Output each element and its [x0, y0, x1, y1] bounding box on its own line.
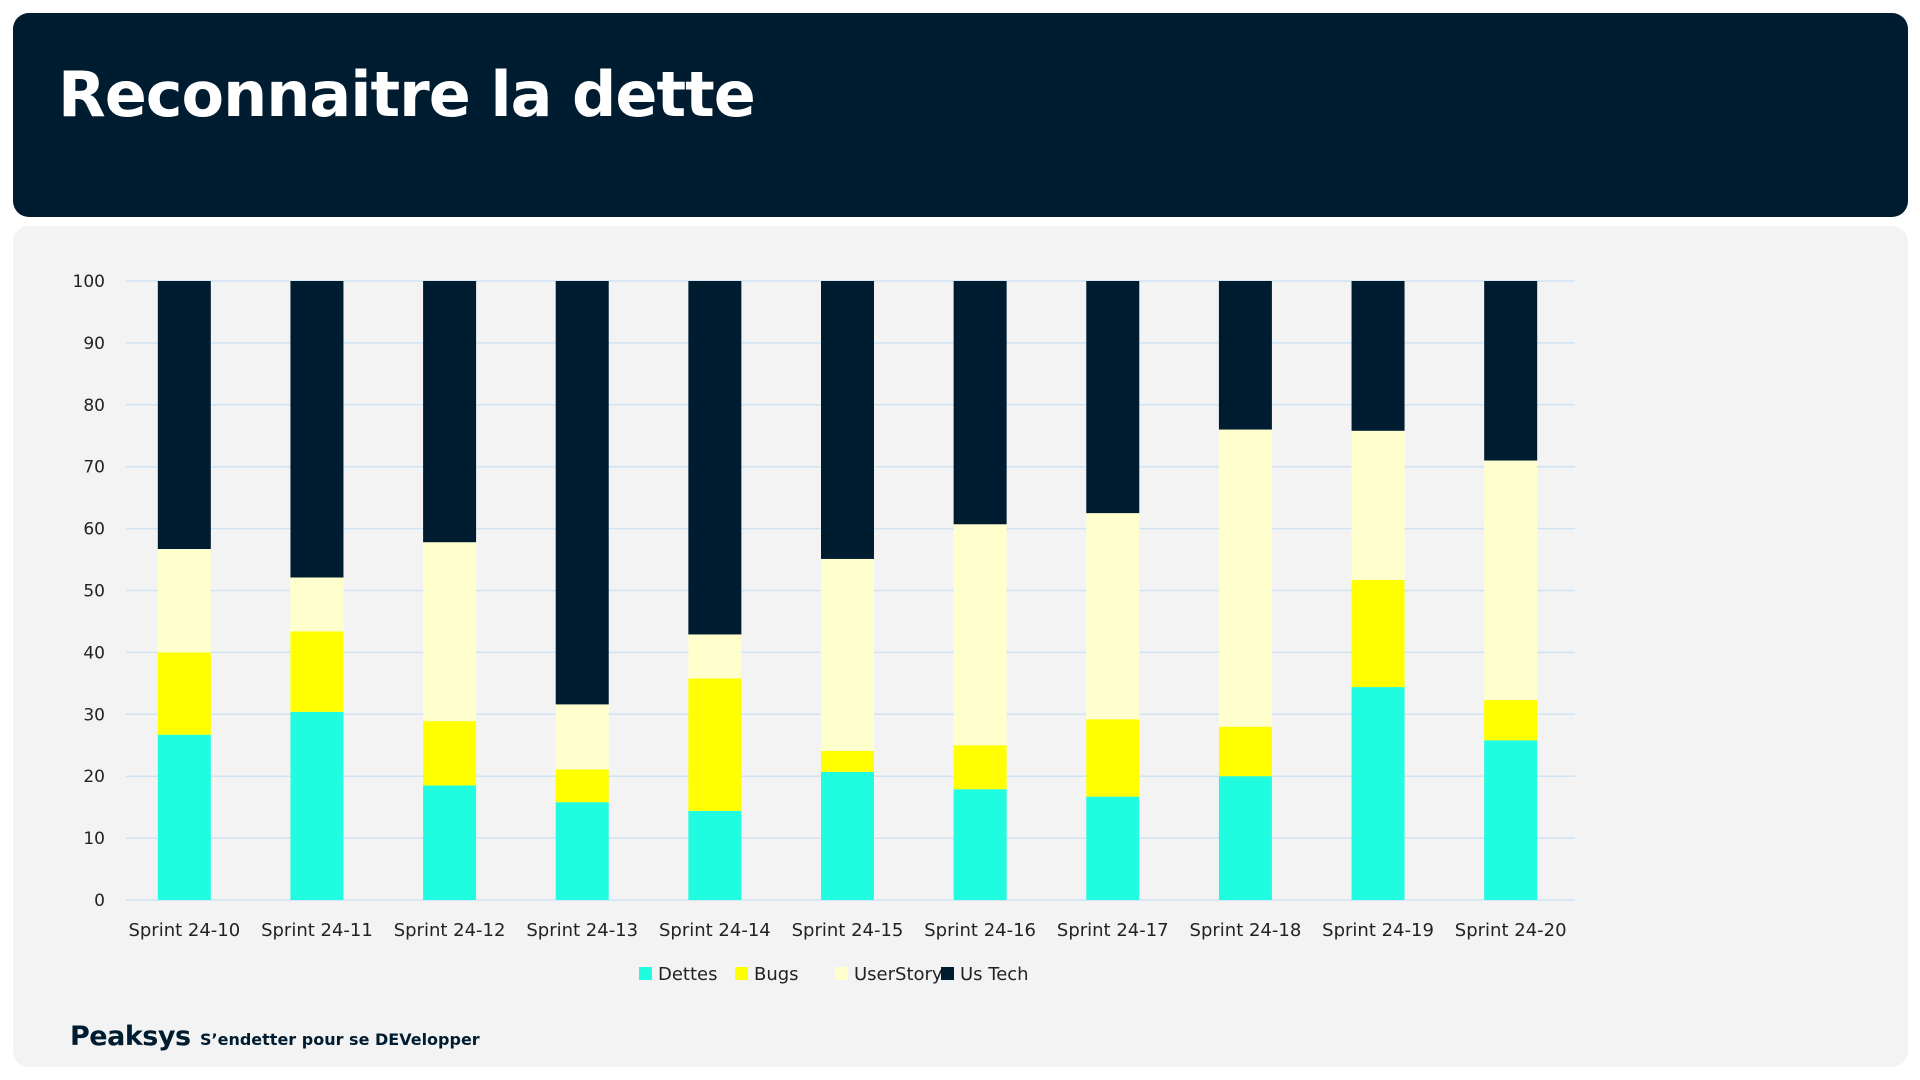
- bar-segment-userstory: [290, 577, 344, 632]
- y-tick-label: 70: [83, 458, 105, 478]
- bar-segment-userstory: [953, 524, 1007, 746]
- bar-segment-userstory: [1218, 429, 1272, 727]
- bar-segment-dettes: [290, 711, 344, 900]
- bar-segment-bugs: [290, 631, 344, 712]
- bar-segment-dettes: [423, 785, 477, 900]
- y-tick-label: 90: [83, 334, 105, 354]
- y-tick-label: 40: [83, 643, 105, 663]
- bar-segment-userstory: [157, 549, 211, 653]
- y-tick-label: 50: [83, 582, 105, 602]
- x-tick-label: Sprint 24-15: [792, 920, 904, 941]
- page-title: Reconnaitre la dette: [58, 58, 756, 131]
- legend-swatch-bugs: [735, 967, 748, 980]
- footer-tagline: S’endetter pour se DEVelopper: [200, 1030, 480, 1049]
- title-banner: [13, 13, 1908, 217]
- x-tick-label: Sprint 24-11: [261, 920, 373, 941]
- bar-segment-us-tech: [953, 281, 1007, 525]
- bar-segment-dettes: [953, 789, 1007, 900]
- bar-segment-bugs: [1484, 700, 1538, 741]
- bar-segment-us-tech: [423, 281, 477, 543]
- bar-segment-userstory: [423, 542, 477, 722]
- bar-segment-dettes: [1218, 776, 1272, 900]
- bar-segment-us-tech: [1086, 281, 1140, 514]
- legend-label: Us Tech: [960, 964, 1029, 985]
- bar-segment-dettes: [688, 810, 742, 900]
- bar-segment-us-tech: [1351, 281, 1405, 431]
- y-tick-label: 60: [83, 520, 105, 540]
- legend-swatch-userstory: [835, 967, 848, 980]
- x-tick-label: Sprint 24-14: [659, 920, 771, 941]
- bar-segment-bugs: [953, 745, 1007, 790]
- bar-segment-dettes: [1351, 687, 1405, 900]
- bar-segment-userstory: [821, 558, 874, 751]
- bar-segment-dettes: [1086, 796, 1140, 900]
- x-tick-label: Sprint 24-10: [128, 920, 240, 941]
- x-tick-label: Sprint 24-18: [1190, 920, 1302, 941]
- bar-segment-us-tech: [688, 281, 742, 635]
- y-tick-label: 100: [73, 272, 105, 292]
- bar-segment-bugs: [688, 678, 742, 811]
- bar-segment-bugs: [423, 721, 477, 786]
- bar-segment-us-tech: [555, 281, 609, 705]
- y-tick-label: 20: [83, 767, 105, 787]
- bar-segment-bugs: [555, 769, 609, 803]
- legend-label: Dettes: [658, 964, 718, 985]
- y-tick-label: 10: [83, 829, 105, 849]
- legend-label: Bugs: [754, 964, 799, 985]
- y-tick-label: 30: [83, 705, 105, 725]
- bar-segment-userstory: [555, 704, 609, 770]
- bar-segment-us-tech: [1218, 281, 1272, 430]
- x-tick-label: Sprint 24-13: [526, 920, 638, 941]
- x-tick-label: Sprint 24-17: [1057, 920, 1169, 941]
- bar-segment-us-tech: [821, 281, 874, 559]
- legend-swatch-dettes: [639, 967, 652, 980]
- bar-segment-us-tech: [157, 281, 211, 550]
- bar-segment-bugs: [821, 750, 874, 772]
- bar-segment-dettes: [821, 771, 874, 900]
- bar-segment-dettes: [555, 802, 609, 900]
- legend-swatch-us-tech: [941, 967, 954, 980]
- bar-segment-bugs: [1218, 726, 1272, 777]
- bar-segment-us-tech: [1484, 281, 1538, 461]
- bar-segment-bugs: [157, 652, 211, 735]
- bar-segment-userstory: [1484, 460, 1538, 701]
- bar-segment-us-tech: [290, 281, 344, 578]
- y-tick-label: 0: [94, 891, 105, 911]
- x-tick-label: Sprint 24-20: [1455, 920, 1567, 941]
- bar-segment-bugs: [1351, 579, 1405, 688]
- bar-segment-userstory: [1351, 430, 1405, 580]
- x-tick-label: Sprint 24-12: [394, 920, 506, 941]
- bar-segment-dettes: [1484, 740, 1538, 900]
- brand-logo: Peaksys: [70, 1021, 191, 1052]
- x-tick-label: Sprint 24-16: [924, 920, 1036, 941]
- bar-segment-userstory: [1086, 513, 1140, 720]
- bar-segment-userstory: [688, 634, 742, 679]
- y-tick-label: 80: [83, 396, 105, 416]
- bar-segment-dettes: [157, 734, 211, 900]
- x-tick-label: Sprint 24-19: [1322, 920, 1434, 941]
- bar-segment-bugs: [1086, 719, 1140, 797]
- legend-label: UserStory: [854, 964, 943, 985]
